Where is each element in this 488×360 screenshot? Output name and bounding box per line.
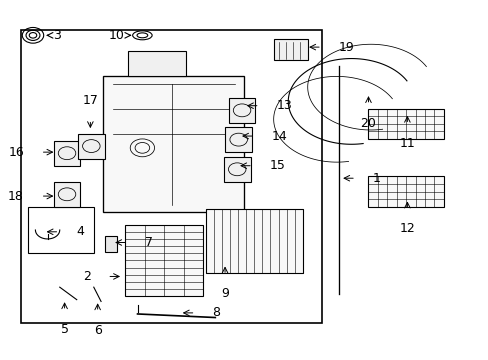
Bar [224,157,250,182]
Text: 15: 15 [269,159,285,172]
Text: 11: 11 [399,136,414,149]
Bar [368,109,443,139]
Bar [103,76,244,212]
Text: 4: 4 [76,225,83,238]
Text: 16: 16 [8,146,24,159]
Bar [205,208,302,273]
Text: 19: 19 [338,41,354,54]
Bar [54,182,80,207]
Bar [273,39,307,60]
Text: 6: 6 [94,324,102,337]
Bar [78,134,104,158]
Text: 8: 8 [212,306,220,319]
Text: 5: 5 [61,323,68,336]
Bar [105,237,117,252]
Text: 10: 10 [108,29,124,42]
Text: 2: 2 [82,270,90,283]
Text: 9: 9 [221,287,228,300]
Bar [54,141,80,166]
Bar [28,207,94,253]
Text: 13: 13 [276,99,291,112]
Bar [368,176,443,207]
Text: 17: 17 [82,94,98,107]
Bar [125,225,203,296]
Text: 7: 7 [144,236,152,249]
Bar [228,98,255,123]
Text: 12: 12 [399,222,414,235]
Text: 20: 20 [360,117,376,130]
Bar [225,127,251,152]
Text: 14: 14 [271,130,286,143]
Bar [127,51,186,76]
Text: 18: 18 [8,190,24,203]
Bar [21,30,322,323]
Text: 1: 1 [372,172,380,185]
Text: 3: 3 [53,29,61,42]
